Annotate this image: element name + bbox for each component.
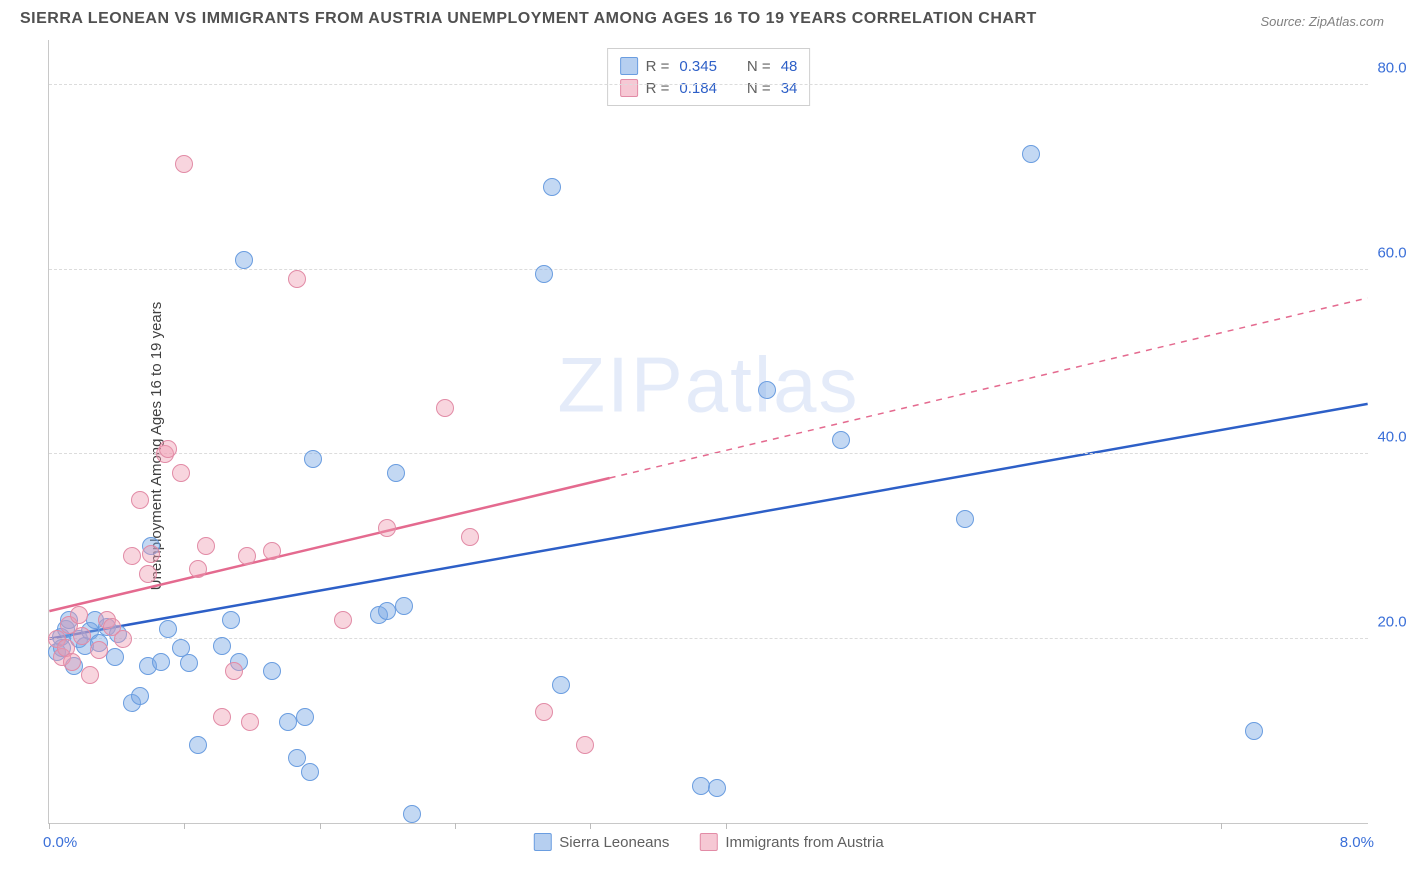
- data-point: [180, 654, 198, 672]
- data-point: [403, 805, 421, 823]
- watermark: ZIPatlas: [557, 339, 859, 430]
- x-axis-max-label: 8.0%: [1340, 834, 1374, 851]
- legend-r-label: R =: [646, 58, 670, 75]
- legend-r-value: 0.345: [679, 58, 717, 75]
- data-point: [263, 662, 281, 680]
- gridline: [49, 453, 1368, 454]
- legend-n-value: 34: [781, 80, 798, 97]
- data-point: [152, 653, 170, 671]
- x-tick: [590, 823, 591, 829]
- data-point: [436, 399, 454, 417]
- x-tick: [726, 823, 727, 829]
- x-axis-min-label: 0.0%: [43, 834, 77, 851]
- data-point: [159, 620, 177, 638]
- data-point: [263, 542, 281, 560]
- legend-n-label: N =: [747, 58, 771, 75]
- y-tick-label: 60.0%: [1377, 244, 1406, 261]
- y-tick-label: 80.0%: [1377, 60, 1406, 77]
- data-point: [708, 779, 726, 797]
- legend-series: Sierra Leoneans Immigrants from Austria: [533, 833, 883, 851]
- y-tick-label: 20.0%: [1377, 613, 1406, 630]
- data-point: [956, 510, 974, 528]
- data-point: [387, 464, 405, 482]
- data-point: [543, 178, 561, 196]
- data-point: [461, 528, 479, 546]
- gridline: [49, 84, 1368, 85]
- data-point: [70, 606, 88, 624]
- data-point: [395, 597, 413, 615]
- legend-row: R = 0.345 N = 48: [620, 55, 798, 77]
- data-point: [106, 648, 124, 666]
- data-point: [213, 637, 231, 655]
- data-point: [378, 519, 396, 537]
- legend-r-label: R =: [646, 80, 670, 97]
- data-point: [114, 630, 132, 648]
- data-point: [535, 265, 553, 283]
- data-point: [692, 777, 710, 795]
- x-tick: [320, 823, 321, 829]
- data-point: [159, 440, 177, 458]
- data-point: [142, 545, 160, 563]
- legend-swatch: [533, 833, 551, 851]
- trend-line-solid: [49, 404, 1367, 639]
- data-point: [288, 270, 306, 288]
- data-point: [131, 687, 149, 705]
- trend-lines: [49, 40, 1368, 823]
- data-point: [90, 641, 108, 659]
- legend-n-value: 48: [781, 58, 798, 75]
- legend-row: R = 0.184 N = 34: [620, 77, 798, 99]
- data-point: [552, 676, 570, 694]
- source-attribution: Source: ZipAtlas.com: [1260, 14, 1384, 29]
- data-point: [1022, 145, 1040, 163]
- data-point: [63, 653, 81, 671]
- data-point: [301, 763, 319, 781]
- legend-series-item: Sierra Leoneans: [533, 833, 669, 851]
- chart-title: SIERRA LEONEAN VS IMMIGRANTS FROM AUSTRI…: [20, 10, 1037, 28]
- legend-series-item: Immigrants from Austria: [699, 833, 883, 851]
- legend-swatch: [699, 833, 717, 851]
- x-tick: [184, 823, 185, 829]
- legend-swatch: [620, 79, 638, 97]
- data-point: [238, 547, 256, 565]
- x-tick: [1221, 823, 1222, 829]
- data-point: [123, 547, 141, 565]
- legend-correlation: R = 0.345 N = 48 R = 0.184 N = 34: [607, 48, 811, 106]
- y-tick-label: 40.0%: [1377, 429, 1406, 446]
- legend-series-label: Sierra Leoneans: [559, 834, 669, 851]
- data-point: [172, 464, 190, 482]
- x-tick: [49, 823, 50, 829]
- data-point: [304, 450, 322, 468]
- data-point: [189, 736, 207, 754]
- data-point: [576, 736, 594, 754]
- data-point: [535, 703, 553, 721]
- data-point: [73, 627, 91, 645]
- data-point: [1245, 722, 1263, 740]
- data-point: [197, 537, 215, 555]
- data-point: [241, 713, 259, 731]
- data-point: [279, 713, 297, 731]
- data-point: [189, 560, 207, 578]
- trend-line-dashed: [610, 298, 1368, 478]
- gridline: [49, 638, 1368, 639]
- data-point: [175, 155, 193, 173]
- legend-r-value: 0.184: [679, 80, 717, 97]
- data-point: [131, 491, 149, 509]
- data-point: [213, 708, 231, 726]
- data-point: [296, 708, 314, 726]
- data-point: [225, 662, 243, 680]
- plot-area: ZIPatlas R =0.345N =48R =0.184N =34 0.0%…: [48, 40, 1368, 824]
- x-tick: [455, 823, 456, 829]
- legend-series-label: Immigrants from Austria: [725, 834, 883, 851]
- legend-swatch: [620, 57, 638, 75]
- data-point: [378, 602, 396, 620]
- data-point: [334, 611, 352, 629]
- data-point: [81, 666, 99, 684]
- legend-n-label: N =: [747, 80, 771, 97]
- data-point: [758, 381, 776, 399]
- data-point: [139, 565, 157, 583]
- data-point: [235, 251, 253, 269]
- data-point: [832, 431, 850, 449]
- data-point: [222, 611, 240, 629]
